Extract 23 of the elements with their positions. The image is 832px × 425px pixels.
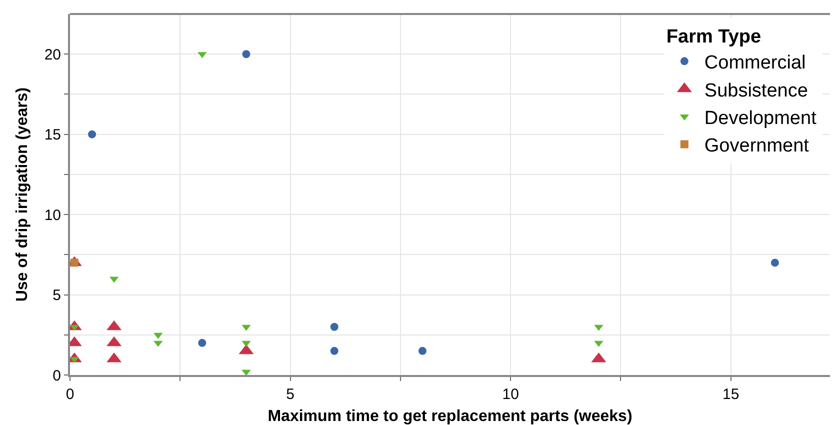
point xyxy=(418,346,426,355)
point xyxy=(242,50,250,58)
point xyxy=(330,346,338,355)
legend-label: Government xyxy=(704,136,810,157)
x-tick-label: 10 xyxy=(502,386,519,403)
point xyxy=(330,322,338,331)
point xyxy=(198,338,206,347)
y-axis-title: Use of drip irrigation (years) xyxy=(14,87,31,302)
legend-label: Subsistence xyxy=(704,80,808,102)
y-tick-label: 20 xyxy=(44,46,61,64)
point xyxy=(88,130,96,138)
x-tick-label: 15 xyxy=(722,386,740,403)
x-tick-label: 5 xyxy=(286,386,294,403)
y-tick-label: 15 xyxy=(44,126,61,144)
point xyxy=(770,258,779,267)
x-tick-label: 0 xyxy=(66,386,74,403)
legend-title: Farm Type xyxy=(666,26,762,48)
y-tick-label: 0 xyxy=(52,367,61,384)
x-axis-title: Maximum time to get replacement parts (weeks) xyxy=(268,408,632,425)
y-tick-label: 5 xyxy=(52,287,61,304)
y-tick-label: 10 xyxy=(44,206,61,224)
legend-label: Commercial xyxy=(704,52,806,74)
legend-label: Development xyxy=(704,108,818,129)
